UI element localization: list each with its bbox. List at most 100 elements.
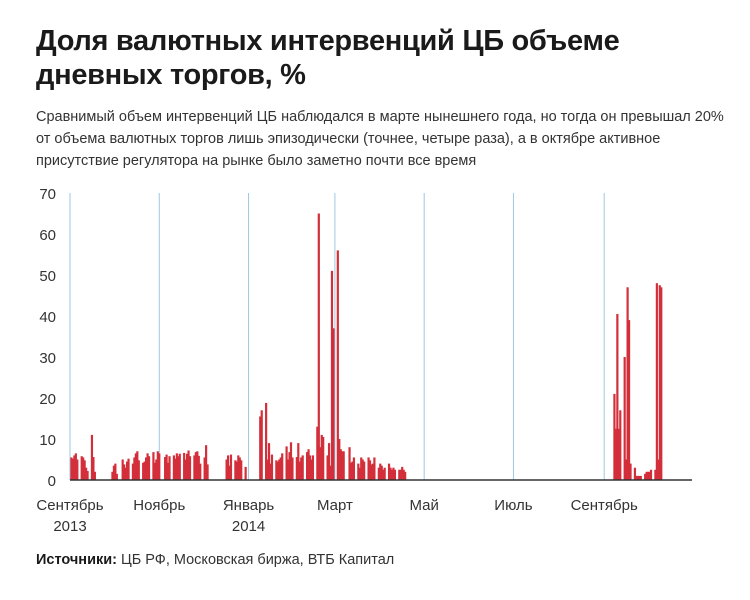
bar	[235, 461, 238, 480]
bar	[619, 410, 622, 480]
bar	[278, 459, 281, 480]
bar	[635, 475, 638, 480]
bar	[305, 452, 309, 480]
bar	[373, 457, 376, 480]
bar	[390, 469, 394, 480]
bar	[389, 467, 392, 480]
bar	[279, 457, 282, 480]
y-tick-label: 30	[39, 350, 56, 367]
bar	[188, 456, 192, 480]
bar	[322, 436, 325, 480]
bar	[657, 459, 660, 480]
x-tick-label: Ноябрь	[133, 497, 185, 514]
bar	[131, 463, 135, 480]
bar	[625, 459, 628, 480]
bar	[316, 426, 319, 480]
bar	[267, 443, 271, 480]
bar	[341, 451, 344, 480]
bar	[393, 469, 397, 480]
bar	[123, 464, 126, 480]
bar	[404, 471, 407, 480]
bar	[629, 463, 632, 480]
bar	[115, 473, 118, 480]
bar	[326, 455, 329, 480]
bar	[307, 449, 310, 480]
bar	[297, 443, 300, 480]
bar	[199, 463, 202, 480]
bar	[197, 455, 200, 480]
bar	[121, 459, 124, 480]
x-tick-label: Сентябрь	[571, 497, 638, 514]
bar	[155, 459, 158, 480]
bar	[327, 443, 331, 480]
y-tick-label: 10	[39, 432, 56, 449]
bar	[645, 471, 648, 480]
bar	[614, 428, 617, 480]
y-tick-label: 20	[39, 391, 56, 408]
bar	[367, 457, 370, 480]
bar	[285, 446, 288, 480]
bar	[377, 467, 380, 480]
bar	[623, 357, 626, 480]
bar	[152, 452, 155, 480]
bar	[357, 463, 360, 480]
bar	[71, 458, 75, 480]
bar	[368, 460, 372, 480]
bar	[137, 460, 140, 480]
bar	[269, 463, 272, 480]
bar	[114, 463, 117, 480]
bar	[226, 455, 230, 480]
bar	[320, 434, 323, 480]
bar	[351, 461, 354, 480]
bar	[270, 454, 274, 480]
bar	[616, 313, 619, 480]
bar	[194, 452, 197, 480]
bar	[164, 457, 167, 480]
bar	[298, 461, 301, 480]
bar	[339, 449, 342, 480]
bar	[387, 463, 391, 480]
bar	[654, 469, 657, 480]
bar	[336, 250, 339, 480]
bar	[83, 460, 86, 480]
bar	[142, 462, 145, 480]
bar	[175, 453, 178, 480]
bar	[342, 451, 345, 480]
bar	[244, 466, 247, 480]
bar	[240, 460, 243, 480]
bar	[281, 453, 284, 480]
bar	[352, 457, 356, 480]
bar	[156, 451, 159, 480]
x-tick-label: Май	[409, 497, 438, 514]
x-tick-label: Январь	[223, 497, 275, 514]
bar	[134, 453, 137, 480]
bar	[112, 465, 116, 480]
bar	[401, 466, 404, 480]
bar	[308, 455, 312, 480]
bar	[90, 434, 94, 480]
bar	[275, 460, 278, 480]
bar	[636, 475, 639, 480]
bar	[124, 467, 127, 480]
grid-lines	[69, 193, 605, 480]
bar	[613, 393, 616, 480]
bar	[168, 456, 171, 480]
bar	[330, 270, 334, 480]
source-note: Источники: ЦБ РФ, Московская биржа, ВТБ …	[36, 552, 394, 568]
bar	[158, 453, 161, 480]
x-tick-label: Сентябрь	[36, 497, 103, 514]
bar	[398, 469, 401, 480]
bar	[147, 456, 151, 480]
x-axis: Сентябрь 2013 Ноябрь Январь 2014 Март Май Июль С…	[36, 497, 638, 535]
chart-title: Доля валютных интервенций ЦБ объеме днев…	[36, 25, 620, 91]
bar	[166, 462, 170, 480]
x-tick-label: Март	[317, 497, 353, 514]
bar	[319, 447, 322, 480]
y-tick-label: 0	[48, 473, 56, 490]
bar	[317, 213, 320, 480]
bar	[203, 457, 206, 480]
bar	[225, 459, 228, 480]
bar	[229, 454, 233, 480]
bar	[644, 473, 647, 480]
